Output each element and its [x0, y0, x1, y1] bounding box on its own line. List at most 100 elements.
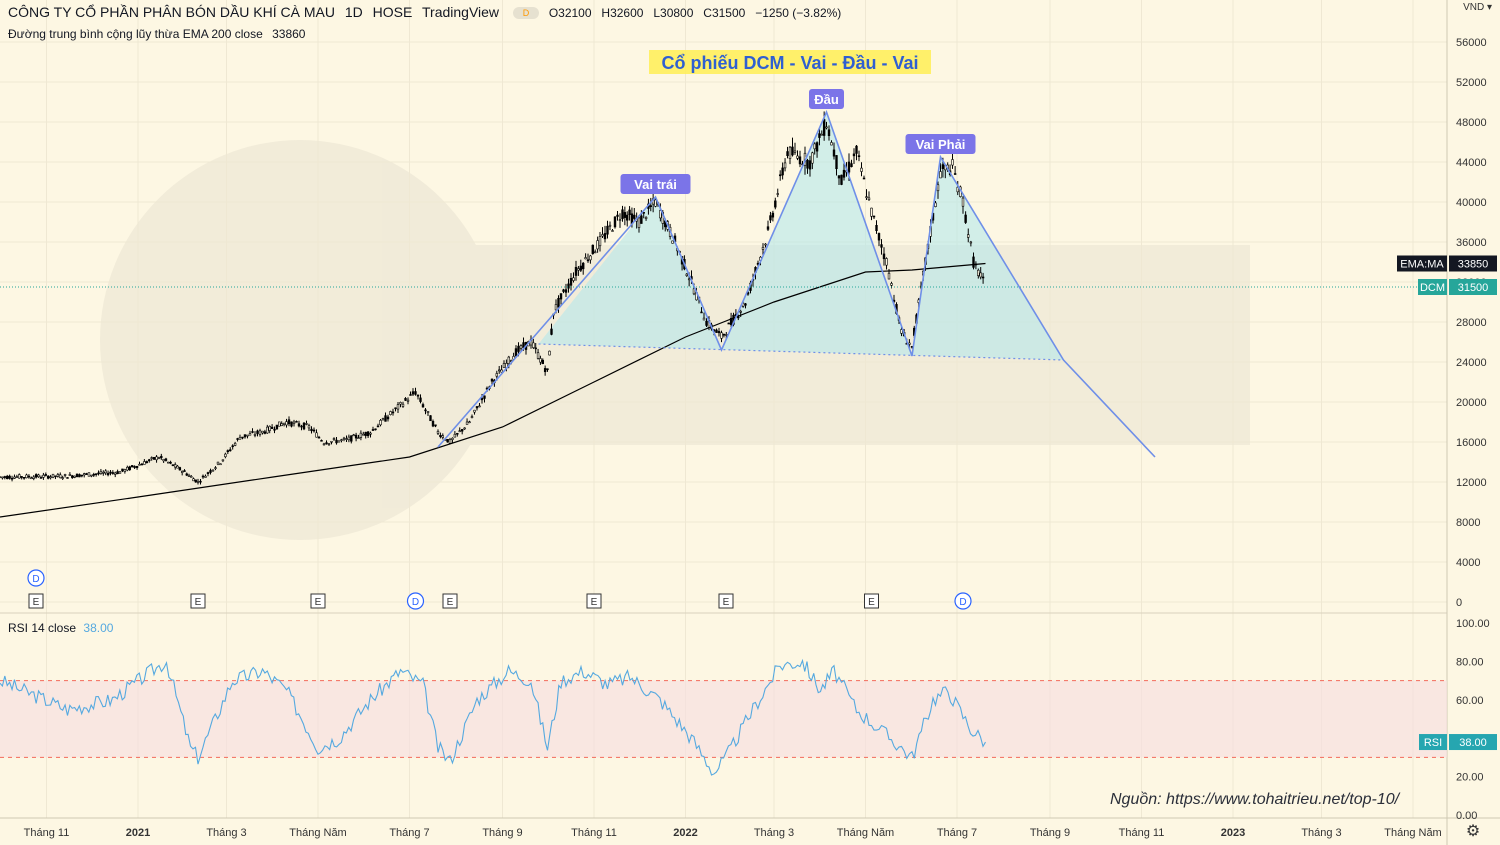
candle-body	[199, 480, 202, 483]
candle-body	[118, 471, 122, 474]
candle-body	[317, 436, 321, 439]
price-tick-label: 8000	[1456, 517, 1480, 529]
candle-body	[411, 391, 415, 395]
candle-body	[49, 476, 52, 479]
candle-body	[148, 459, 151, 462]
platform-label: TradingView	[422, 4, 500, 20]
candle-body	[557, 297, 560, 308]
candle-body	[6, 475, 9, 480]
time-tick-label: Tháng 9	[482, 827, 522, 839]
candle-body	[769, 215, 772, 221]
candle-body	[618, 219, 622, 221]
candle-body	[92, 473, 95, 476]
candle-body	[13, 476, 16, 479]
candle-body	[243, 434, 247, 438]
candle-body	[900, 329, 903, 334]
candle-body	[47, 475, 50, 479]
price-tick-label: 44000	[1456, 157, 1487, 169]
candle-body	[211, 469, 215, 472]
candle-body	[342, 437, 346, 440]
candle-body	[374, 428, 377, 431]
candle-body	[90, 474, 93, 477]
interval-label[interactable]: 1D	[344, 4, 363, 20]
candle-body	[577, 268, 580, 271]
candle-body	[887, 272, 891, 280]
dividend-event-marker: D	[406, 592, 425, 610]
candle-body	[798, 156, 802, 165]
candle-body	[138, 463, 141, 466]
candle-body	[591, 244, 595, 254]
candle-body	[145, 461, 149, 464]
pattern-label-text: Đầu	[814, 92, 839, 107]
last-value-tag: EMA:MA 33850	[1397, 255, 1497, 272]
candle-body	[187, 474, 191, 477]
candle-body	[685, 273, 688, 277]
candle-body	[470, 416, 474, 419]
candle-body	[649, 205, 652, 208]
rsi-tag-label-text: RSI	[1424, 737, 1442, 749]
candle-body	[167, 461, 170, 464]
candle-body	[123, 469, 127, 472]
candle-body	[221, 459, 225, 462]
candle-body	[121, 468, 124, 472]
time-tick-label: Tháng 11	[1119, 827, 1165, 839]
candle-body	[287, 419, 291, 425]
candle-body	[659, 210, 662, 219]
candle-body	[847, 161, 851, 173]
candle-body	[842, 169, 846, 178]
candle-body	[543, 368, 547, 373]
symbol-name[interactable]: CÔNG TY CỔ PHẦN PHÂN BÓN DẦU KHÍ CÀ MAU	[8, 4, 335, 20]
tag-value-text: 33850	[1458, 259, 1489, 271]
candle-body	[554, 304, 558, 311]
event-marker-text: E	[195, 597, 202, 608]
candle-body	[880, 244, 883, 248]
earnings-event-marker: E	[310, 593, 326, 609]
candle-body	[534, 347, 537, 350]
ema-legend[interactable]: Đường trung bình cộng lũy thừa EMA 200 c…	[8, 27, 305, 41]
candle-body	[10, 477, 14, 480]
market-status-badge[interactable]: D	[512, 7, 539, 20]
candle-body	[106, 472, 110, 476]
candle-body	[20, 476, 23, 478]
candle-body	[366, 431, 370, 437]
candle-body	[729, 317, 733, 325]
candle-body	[401, 403, 405, 407]
candle-body	[44, 474, 48, 476]
candle-body	[258, 430, 262, 435]
candle-body	[490, 378, 494, 382]
candle-body	[56, 474, 60, 477]
candle-body	[654, 199, 657, 207]
candle-body	[302, 422, 306, 430]
candle-body	[497, 369, 501, 372]
rsi-legend[interactable]: RSI 14 close 38.00	[8, 621, 113, 635]
candle-body	[774, 200, 777, 208]
candle-body	[776, 193, 779, 195]
time-tick-label: Tháng Năm	[1384, 827, 1441, 839]
candle-body	[421, 404, 425, 408]
candle-body	[832, 149, 836, 157]
candle-body	[453, 433, 457, 438]
candle-body	[598, 236, 602, 247]
currency-dropdown[interactable]: VND ▾	[1463, 2, 1492, 13]
candle-body	[875, 225, 878, 231]
candle-body	[116, 471, 119, 475]
candle-body	[671, 240, 674, 244]
dividend-event-marker: D	[27, 569, 45, 587]
candle-body	[840, 174, 843, 185]
candle-body	[956, 186, 959, 193]
candle-body	[426, 411, 430, 413]
candle-body	[315, 432, 318, 438]
candle-body	[238, 436, 242, 440]
price-tick-label: 48000	[1456, 117, 1487, 129]
candle-body	[32, 476, 35, 479]
candle-body	[34, 474, 38, 478]
event-marker-text: E	[868, 597, 875, 608]
candle-body	[483, 395, 486, 399]
candle-body	[885, 258, 888, 266]
candle-body	[386, 416, 390, 420]
gear-icon[interactable]: ⚙	[1465, 823, 1481, 840]
candle-body	[702, 317, 706, 321]
event-marker-shape	[718, 593, 734, 609]
event-marker-text: D	[959, 597, 966, 608]
candle-body	[715, 329, 718, 333]
